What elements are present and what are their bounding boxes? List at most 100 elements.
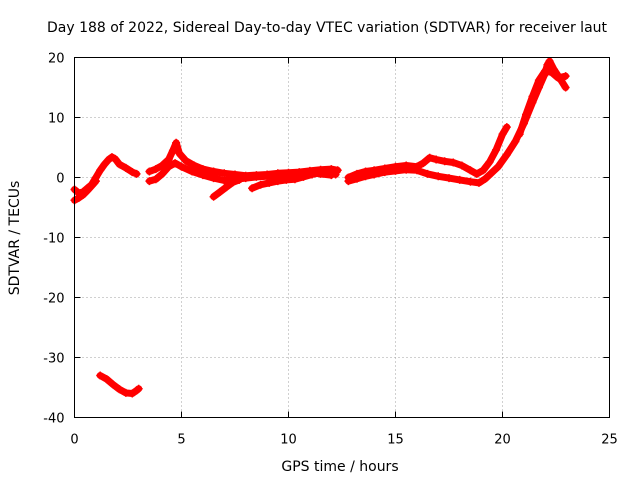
data-point: [109, 380, 118, 389]
data-point: [308, 170, 317, 179]
data-point: [111, 154, 120, 163]
data-point: [265, 178, 274, 187]
data-point: [474, 178, 483, 187]
y-tick-label: 0: [56, 172, 64, 187]
data-point: [432, 155, 441, 164]
data-point: [361, 172, 370, 181]
data-point: [132, 169, 141, 178]
data-point: [216, 187, 225, 196]
data-point: [74, 193, 83, 202]
data-point: [102, 375, 111, 384]
x-tick-label: 5: [177, 433, 185, 448]
data-point: [434, 172, 443, 181]
data-point: [220, 169, 229, 178]
data-point: [541, 66, 550, 75]
y-tick-label: -20: [43, 292, 64, 307]
data-point: [248, 184, 257, 193]
data-point: [282, 175, 291, 184]
data-point: [344, 177, 353, 186]
data-point: [222, 183, 231, 192]
x-tick-label: 20: [494, 433, 511, 448]
x-tick-label: 10: [280, 433, 297, 448]
series-band: [516, 67, 570, 138]
data-point: [502, 123, 511, 132]
data-point: [96, 371, 105, 380]
data-point: [220, 176, 229, 185]
data-point: [466, 166, 475, 175]
data-point: [515, 130, 524, 139]
data-point: [534, 76, 543, 85]
data-point: [547, 68, 556, 77]
y-tick-label: -40: [43, 412, 64, 427]
data-point: [528, 92, 537, 101]
data-point: [168, 146, 177, 155]
data-point: [79, 190, 88, 199]
data-point: [492, 145, 501, 154]
data-point: [128, 389, 137, 398]
x-axis-label: GPS time / hours: [281, 459, 398, 475]
data-point: [561, 72, 570, 81]
data-point: [290, 175, 299, 184]
data-point: [158, 161, 167, 170]
data-point: [91, 177, 100, 186]
data-point: [457, 161, 466, 170]
data-point: [228, 178, 237, 187]
data-point: [252, 172, 261, 181]
data-point: [325, 168, 334, 177]
data-point: [128, 168, 137, 177]
x-tick-label: 0: [70, 433, 78, 448]
y-tick-label: 10: [48, 112, 65, 127]
data-point: [175, 149, 184, 158]
data-point: [100, 160, 109, 169]
data-point: [522, 110, 531, 119]
data-point: [158, 169, 167, 178]
data-point: [115, 160, 124, 169]
data-point: [177, 162, 186, 171]
data-point: [449, 158, 458, 167]
data-point: [151, 165, 160, 174]
data-point: [511, 137, 520, 146]
data-point: [494, 162, 503, 171]
data-point: [352, 174, 361, 183]
axis-ticks: 0 5 10 15 20 25 -40 -30 -20 -10 0 10 20: [43, 52, 618, 448]
data-point: [481, 174, 490, 183]
data-point: [145, 167, 154, 176]
data-point: [502, 150, 511, 159]
data-point: [151, 175, 160, 184]
data-point: [209, 192, 218, 201]
data-point: [561, 83, 570, 92]
data-point: [96, 166, 105, 175]
data-point: [479, 166, 488, 175]
data-point: [209, 174, 218, 183]
data-point: [241, 174, 250, 183]
data-series: [70, 57, 570, 398]
y-tick-label: 20: [48, 52, 65, 67]
data-point: [498, 130, 507, 139]
x-tick-label: 25: [601, 433, 618, 448]
data-point: [391, 166, 400, 175]
data-point: [419, 159, 428, 168]
chart-title: Day 188 of 2022, Sidereal Day-to-day VTE…: [47, 20, 608, 36]
data-point: [198, 171, 207, 180]
data-point: [121, 163, 130, 172]
y-axis-label: SDTVAR / TECUs: [7, 181, 23, 296]
data-point: [487, 168, 496, 177]
x-tick-label: 15: [387, 433, 404, 448]
data-point: [545, 57, 554, 66]
data-point: [466, 177, 475, 186]
data-point: [134, 384, 143, 393]
grid: [74, 57, 610, 418]
data-point: [164, 162, 173, 171]
data-point: [263, 172, 272, 181]
data-point: [235, 175, 244, 184]
data-point: [380, 168, 389, 177]
data-point: [455, 175, 464, 184]
data-point: [256, 180, 265, 189]
data-point: [164, 155, 173, 164]
data-point: [423, 169, 432, 178]
data-point: [331, 170, 340, 179]
data-point: [425, 153, 434, 162]
data-point: [188, 167, 197, 176]
data-point: [554, 73, 563, 82]
data-point: [402, 165, 411, 174]
